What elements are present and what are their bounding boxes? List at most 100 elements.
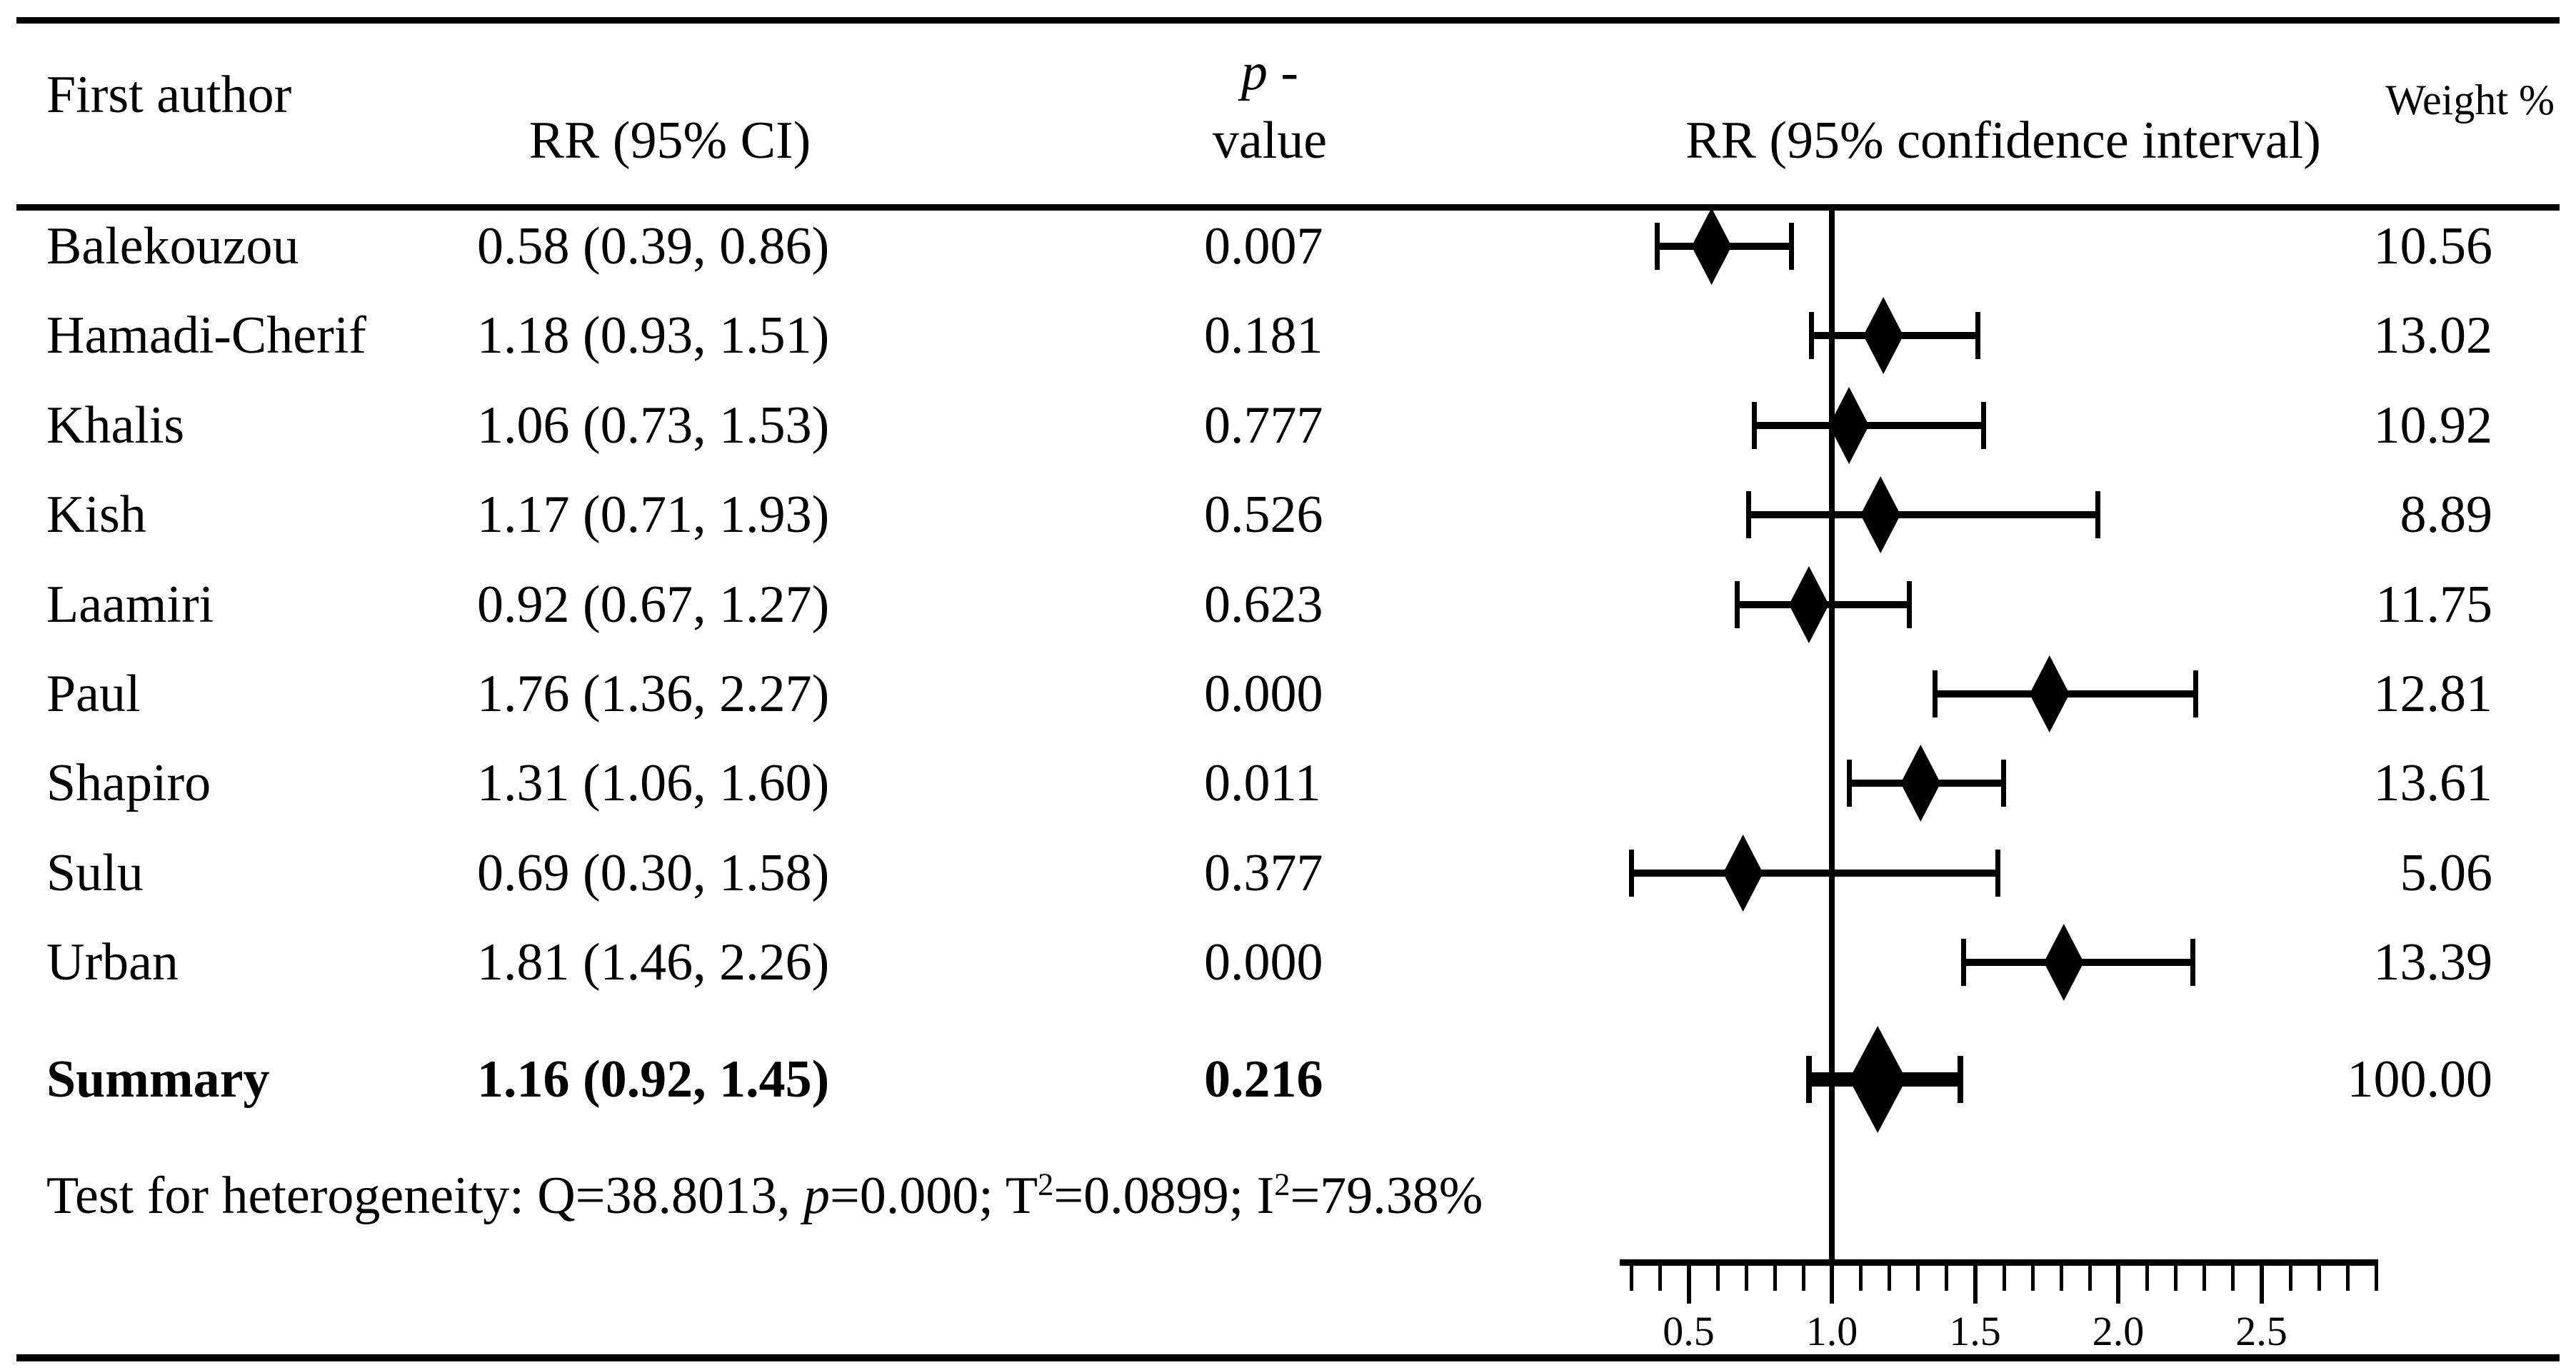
ci-cap-right	[2001, 760, 2007, 807]
ci-cap-left	[1746, 491, 1752, 538]
ci-cap-right	[1981, 402, 1987, 449]
rr-ci-value: 1.18 (0.93, 1.51)	[477, 306, 830, 365]
ci-line	[1748, 511, 2098, 518]
reference-line-rr-1	[1829, 211, 1835, 1259]
summary-label: Summary	[46, 1050, 270, 1109]
ci-cap-right	[1789, 223, 1795, 270]
x-axis-major-tick	[1830, 1259, 1834, 1304]
study-diamond-marker	[1863, 297, 1904, 374]
heterogeneity-mid1: =0.000; T	[829, 1167, 1038, 1225]
column-header-plot-title: RR (95% confidence interval)	[1685, 111, 2321, 170]
p-value: 0.623	[1204, 575, 1323, 634]
column-header-rr-ci: RR (95% CI)	[528, 111, 811, 170]
weight-value: 13.39	[2373, 933, 2493, 992]
x-axis-minor-tick	[2174, 1259, 2178, 1291]
p-value: 0.000	[1204, 665, 1323, 723]
ci-cap-right	[2095, 491, 2101, 538]
weight-value: 10.56	[2373, 217, 2493, 276]
heterogeneity-t-squared-exponent: 2	[1038, 1166, 1054, 1202]
p-value: 0.007	[1204, 217, 1323, 276]
heterogeneity-i-squared-exponent: 2	[1274, 1166, 1290, 1202]
author-label: Kish	[46, 485, 146, 544]
column-header-p-value-line2: value	[1212, 111, 1328, 170]
x-axis-minor-tick	[2030, 1259, 2035, 1291]
rr-ci-value: 0.58 (0.39, 0.86)	[477, 217, 830, 276]
x-axis-minor-tick	[2345, 1259, 2350, 1291]
x-axis-line	[1620, 1259, 2377, 1266]
p-value: 0.000	[1204, 933, 1323, 992]
summary-diamond-marker	[1849, 1026, 1907, 1133]
rr-ci-value: 0.92 (0.67, 1.27)	[477, 575, 830, 634]
weight-value: 13.61	[2373, 754, 2493, 812]
author-label: Paul	[46, 665, 141, 723]
ci-cap-left	[1960, 939, 1966, 986]
x-axis-minor-tick	[1773, 1259, 1777, 1291]
x-axis-minor-tick	[2059, 1259, 2063, 1291]
study-diamond-marker	[1788, 566, 1829, 643]
p-value: 0.377	[1204, 844, 1323, 902]
rr-ci-value: 1.17 (0.71, 1.93)	[477, 485, 830, 544]
p-symbol: p	[1241, 43, 1268, 101]
x-axis-minor-tick	[1916, 1259, 1920, 1291]
p-value: 0.011	[1204, 754, 1321, 812]
study-diamond-marker	[1829, 387, 1870, 464]
x-axis-tick-label: 2.5	[2235, 1308, 2287, 1354]
summary-weight: 100.00	[2347, 1050, 2493, 1109]
x-axis-major-tick	[2116, 1259, 2120, 1304]
x-axis-minor-tick	[1715, 1259, 1720, 1291]
x-axis-minor-tick	[2202, 1259, 2207, 1291]
weight-value: 11.75	[2375, 575, 2492, 634]
weight-value: 5.06	[2400, 844, 2493, 902]
x-axis-major-tick	[2259, 1259, 2264, 1304]
column-header-weight: Weight %	[2385, 76, 2555, 124]
x-axis-tick-label: 1.5	[1949, 1308, 2001, 1354]
ci-cap-left	[1846, 760, 1852, 807]
weight-value: 10.92	[2373, 396, 2493, 455]
x-axis-minor-tick	[1945, 1259, 1949, 1291]
rr-ci-value: 1.76 (1.36, 2.27)	[477, 665, 830, 723]
ci-cap-right	[2190, 939, 2195, 986]
rr-ci-value: 1.31 (1.06, 1.60)	[477, 754, 830, 812]
p-value: 0.526	[1204, 485, 1323, 544]
summary-rr-ci: 1.16 (0.92, 1.45)	[477, 1050, 830, 1109]
study-diamond-marker	[1900, 745, 1941, 822]
study-diamond-marker	[1723, 835, 1763, 912]
x-axis-tick-label: 2.0	[2092, 1308, 2145, 1354]
ci-cap-right	[2192, 670, 2198, 717]
weight-value: 12.81	[2373, 665, 2493, 723]
x-axis-minor-tick	[2288, 1259, 2292, 1291]
ci-cap-left	[1805, 1056, 1812, 1103]
heterogeneity-note: Test for heterogeneity: Q=38.8013, p=0.0…	[46, 1166, 1483, 1225]
study-diamond-marker	[2043, 924, 2084, 1001]
ci-cap-left	[1654, 223, 1660, 270]
heterogeneity-prefix: Test for heterogeneity: Q=38.8013,	[46, 1167, 803, 1225]
rr-ci-value: 1.81 (1.46, 2.26)	[477, 933, 830, 992]
summary-p-value: 0.216	[1204, 1050, 1323, 1109]
ci-cap-right	[1958, 1056, 1964, 1103]
author-label: Hamadi-Cherif	[46, 306, 366, 365]
ci-cap-left	[1932, 670, 1938, 717]
ci-line	[1631, 870, 1998, 877]
x-axis-tick-label: 1.0	[1805, 1308, 1858, 1354]
top-border-rule	[16, 17, 2560, 24]
heterogeneity-tail: =79.38%	[1290, 1167, 1483, 1225]
weight-value: 13.02	[2373, 306, 2493, 365]
heterogeneity-p-symbol: p	[803, 1167, 830, 1225]
x-axis-major-tick	[1686, 1259, 1691, 1304]
x-axis-minor-tick	[1630, 1259, 1634, 1291]
author-label: Balekouzou	[46, 217, 299, 276]
author-label: Khalis	[46, 396, 185, 455]
ci-cap-left	[1809, 312, 1815, 359]
x-axis-tick-label: 0.5	[1663, 1308, 1715, 1354]
ci-cap-right	[1995, 850, 2001, 897]
study-diamond-marker	[1691, 208, 1732, 285]
ci-cap-left	[1752, 402, 1758, 449]
x-axis-minor-tick	[2231, 1259, 2235, 1291]
author-label: Urban	[46, 933, 179, 992]
rr-ci-value: 1.06 (0.73, 1.53)	[477, 396, 830, 455]
author-label: Laamiri	[46, 575, 214, 634]
ci-line	[1754, 422, 1984, 429]
ci-cap-left	[1735, 581, 1740, 628]
column-header-first-author: First author	[46, 66, 292, 124]
author-label: Sulu	[46, 844, 144, 902]
